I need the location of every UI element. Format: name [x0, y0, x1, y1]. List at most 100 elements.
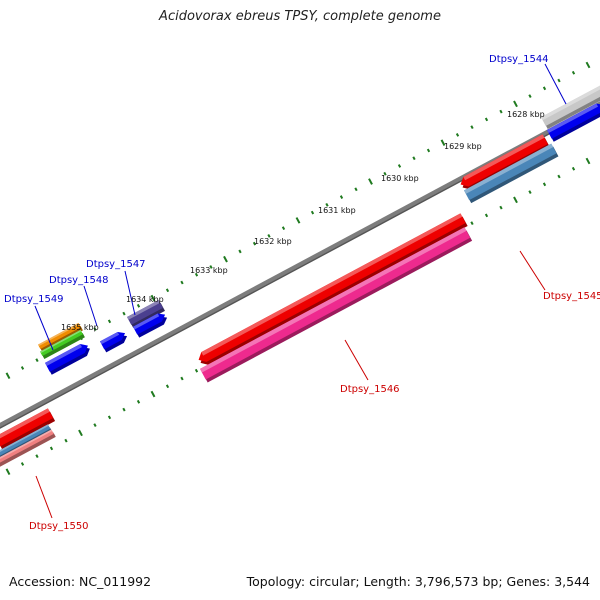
minor-tick	[122, 407, 126, 412]
tick-label: 1635 kbp	[61, 323, 99, 332]
accession-text: Accession: NC_011992	[9, 574, 152, 589]
minor-tick	[310, 210, 315, 215]
gene-1550-salmon-body	[0, 429, 54, 463]
gene-label: Dtpsy_1550	[29, 521, 89, 532]
gene-callouts: Dtpsy_1544 Dtpsy_1547 Dtpsy_1548 Dtpsy_1549…	[4, 54, 600, 532]
gene-1546-pink	[200, 227, 473, 383]
minor-tick	[107, 319, 112, 324]
gene-1549-green-highlight	[40, 329, 82, 354]
gene-1549-blue	[45, 344, 90, 375]
tick-labels: 1628 kbp 1629 kbp 1630 kbp 1631 kbp 1632 kbp…	[61, 110, 545, 332]
minor-tick	[180, 280, 184, 285]
callout-line	[35, 475, 53, 519]
minor-tick	[93, 423, 97, 427]
gene-1548-blue-body	[100, 331, 126, 350]
minor-tick	[426, 148, 431, 153]
minor-tick	[571, 166, 576, 171]
gene-label: Dtpsy_1546	[340, 384, 400, 395]
minor-tick	[35, 358, 39, 363]
minor-tick	[238, 249, 242, 254]
tick-label: 1630 kbp	[381, 174, 419, 183]
gene-1549-blue-highlight	[45, 344, 82, 366]
minor-tick	[354, 187, 358, 192]
minor-tick	[571, 70, 576, 75]
minor-tick	[383, 171, 387, 176]
minor-tick	[180, 376, 184, 381]
gene-1550-steelblue-highlight	[0, 424, 49, 452]
tick-label: 1628 kbp	[507, 110, 545, 119]
major-tick	[368, 178, 373, 185]
gene-1548-blue	[100, 331, 128, 353]
gene-1550-steelblue-body	[0, 424, 51, 456]
gene-1544-gray-highlight	[541, 85, 600, 121]
major-tick	[223, 255, 228, 263]
minor-tick	[412, 156, 416, 161]
minor-tick	[499, 109, 503, 114]
tick-label: 1631 kbp	[318, 206, 356, 215]
minor-tick	[281, 226, 286, 231]
gene-label: Dtpsy_1545	[543, 291, 600, 302]
callout-line	[83, 285, 98, 327]
gene-1545-steelblue-body	[464, 143, 557, 201]
minor-tick	[20, 366, 25, 370]
gene-1550-salmon	[0, 429, 56, 467]
gene-1544-gray	[541, 85, 600, 130]
gene-1546-red	[198, 213, 468, 365]
minor-tick	[542, 182, 547, 187]
minor-tick	[455, 133, 460, 137]
callout-line	[34, 305, 54, 351]
gene-1547-purple-body	[127, 299, 163, 325]
gene-features	[0, 85, 600, 467]
gene-1546-pink-highlight	[200, 227, 467, 373]
major-tick	[5, 372, 11, 380]
major-tick	[513, 196, 518, 204]
minor-tick	[165, 384, 170, 389]
tick-label: 1632 kbp	[254, 237, 292, 246]
minor-tick	[542, 86, 547, 91]
minor-tick	[194, 368, 199, 373]
minor-tick	[528, 94, 532, 98]
gene-1546-red-highlight	[201, 213, 463, 356]
gene-1549-orange-highlight	[38, 322, 80, 347]
major-tick	[585, 61, 591, 69]
gene-1544-blue-highlight	[547, 103, 599, 134]
tick-label: 1633 kbp	[190, 266, 228, 275]
major-tick	[585, 157, 591, 165]
major-tick	[440, 139, 446, 146]
gene-1547-blue-body	[133, 313, 166, 335]
backbone-line	[0, 101, 600, 428]
minor-tick	[470, 221, 474, 226]
minor-tick	[484, 117, 489, 122]
major-tick	[5, 468, 11, 476]
minor-tick	[325, 202, 329, 207]
tick-label: 1629 kbp	[444, 142, 482, 151]
callout-line	[344, 339, 369, 381]
gene-label: Dtpsy_1547	[86, 259, 146, 270]
gene-1545-steelblue	[464, 143, 559, 204]
gene-1550-salmon-depth	[0, 432, 56, 467]
minor-tick	[35, 454, 39, 459]
gene-1548-blue-highlight	[100, 331, 120, 345]
gene-1544-blue	[547, 103, 600, 142]
gene-label: Dtpsy_1544	[489, 54, 549, 65]
gene-1545-steelblue-highlight	[464, 143, 554, 194]
gene-1547-blue	[133, 313, 168, 338]
major-tick	[78, 429, 83, 437]
minor-tick	[20, 462, 25, 466]
minor-tick	[499, 205, 503, 210]
gene-label: Dtpsy_1548	[49, 275, 109, 286]
gene-1549-green-body	[40, 329, 83, 356]
minor-tick	[49, 446, 54, 451]
callout-line	[519, 250, 546, 291]
minor-tick	[267, 234, 271, 238]
minor-tick	[93, 327, 97, 331]
gene-1549-orange-body	[38, 322, 81, 350]
minor-tick	[194, 272, 199, 277]
gene-1550-salmon-highlight	[0, 429, 53, 459]
gene-1549-blue-body	[45, 344, 88, 372]
minor-tick	[557, 174, 561, 179]
gene-1545-red-highlight	[463, 134, 545, 181]
gene-1549-green-depth	[42, 332, 85, 359]
